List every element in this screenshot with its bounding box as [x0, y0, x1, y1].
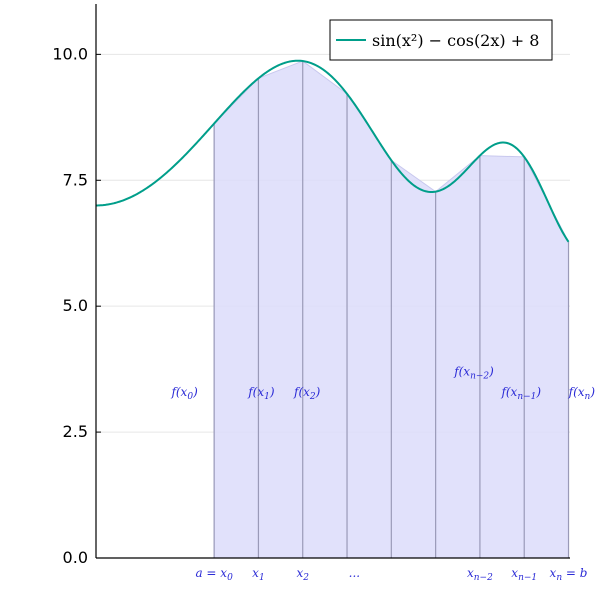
x-annotation-0: a = x0	[195, 566, 233, 583]
x-annotation-4: xn−2	[467, 566, 493, 583]
y-tick-label-1: 2.5	[63, 422, 88, 441]
y-tick-label-0: 0.0	[63, 548, 88, 567]
x-annotation-2: x2	[296, 566, 309, 583]
y-tick-label-3: 7.5	[63, 170, 88, 189]
x-annotation-5: xn−1	[511, 566, 537, 583]
legend: sin(x²) − cos(2x) + 8	[329, 19, 553, 61]
y-annotation-2: f(x2)	[293, 385, 321, 402]
x-annotation-1: x1	[252, 566, 265, 583]
annotations: a = x0 x1 x2... xn−2 xn−1 xn = b f(x0) f(x1) f(x…	[170, 365, 595, 583]
legend-label: sin(x²) − cos(2x) + 8	[372, 31, 539, 50]
x-annotation-6: xn = b	[550, 566, 588, 583]
y-annotation-4: f(xn−1)	[500, 385, 541, 402]
y-annotation-1: f(x1)	[247, 385, 275, 402]
y-tick-label-2: 5.0	[63, 296, 88, 315]
x-annotation-3: ...	[349, 566, 360, 580]
axes	[95, 4, 570, 559]
y-tick-label-4: 10.0	[52, 44, 88, 63]
y-annotation-0: f(x0)	[170, 385, 198, 402]
y-annotation-5: f(xn)	[568, 385, 596, 402]
y-tick-labels: 0.0 2.5 5.0 7.5 10.0	[52, 44, 101, 567]
legend-box	[329, 19, 553, 61]
partition-lines	[213, 61, 570, 558]
y-annotation-3: f(xn−2)	[453, 365, 494, 382]
function-curve	[95, 59, 570, 243]
function-curve-layer	[95, 59, 570, 243]
